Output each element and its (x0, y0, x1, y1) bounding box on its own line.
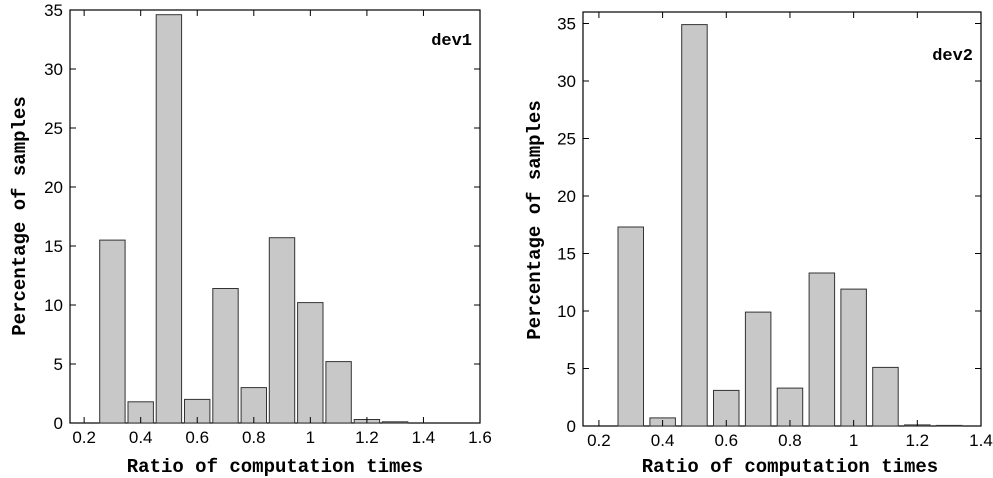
bar (297, 302, 324, 424)
chart-panel-dev2: dev2 Ratio of computation times Percenta… (524, 11, 993, 478)
y-tick-label: 35 (557, 15, 576, 34)
bar (776, 387, 804, 427)
x-tick-label: 1 (306, 428, 315, 447)
x-tick-label: 1.2 (905, 431, 929, 450)
y-axis-label: Percentage of samples (524, 100, 546, 339)
x-tick-label: 0.6 (714, 431, 738, 450)
x-tick-label: 1.4 (969, 431, 993, 450)
y-tick-label: 10 (557, 302, 576, 321)
y-tick-label: 20 (557, 187, 576, 206)
y-tick-label: 10 (44, 296, 63, 315)
y-tick-label: 0 (54, 414, 63, 433)
x-tick-label: 0.2 (72, 428, 96, 447)
bar (212, 288, 239, 424)
x-tick-label: 0.8 (778, 431, 802, 450)
bar (840, 288, 867, 427)
bar (617, 226, 644, 427)
y-tick-label: 20 (44, 178, 63, 197)
panel-label: dev2 (932, 47, 973, 66)
y-tick-label: 15 (44, 237, 63, 256)
x-tick-label: 0.8 (242, 428, 266, 447)
bar (872, 366, 899, 427)
x-tick-label: 1.4 (412, 428, 436, 447)
bar (808, 272, 836, 427)
bar (325, 361, 352, 424)
y-axis-label: Percentage of samples (9, 96, 31, 335)
x-tick-label: 1 (849, 431, 858, 450)
bar (681, 24, 708, 427)
y-tick-label: 30 (557, 72, 576, 91)
x-tick-label: 0.6 (185, 428, 209, 447)
x-tick-label: 0.2 (587, 431, 611, 450)
bar (99, 239, 126, 424)
x-tick-label: 0.4 (651, 431, 675, 450)
bar (155, 14, 183, 424)
x-axis-label: Ratio of computation times (127, 456, 423, 478)
panel-label: dev1 (431, 32, 472, 51)
chart-panel-dev1: dev1 Ratio of computation times Percenta… (9, 1, 492, 478)
y-tick-label: 5 (567, 360, 576, 379)
bar (381, 421, 409, 424)
y-tick-label: 5 (54, 355, 63, 374)
y-tick-label: 0 (567, 417, 576, 436)
y-tick-label: 30 (44, 60, 63, 79)
y-tick-label: 35 (44, 1, 63, 20)
bar (935, 424, 963, 427)
x-tick-label: 1.6 (468, 428, 492, 447)
x-tick-label: 0.4 (129, 428, 153, 447)
x-tick-label: 1.2 (355, 428, 379, 447)
bar (268, 237, 296, 424)
x-axis-label: Ratio of computation times (642, 456, 938, 478)
bar (744, 311, 772, 427)
y-tick-label: 25 (557, 130, 576, 149)
y-tick-label: 15 (557, 245, 576, 264)
y-tick-label: 25 (44, 119, 63, 138)
